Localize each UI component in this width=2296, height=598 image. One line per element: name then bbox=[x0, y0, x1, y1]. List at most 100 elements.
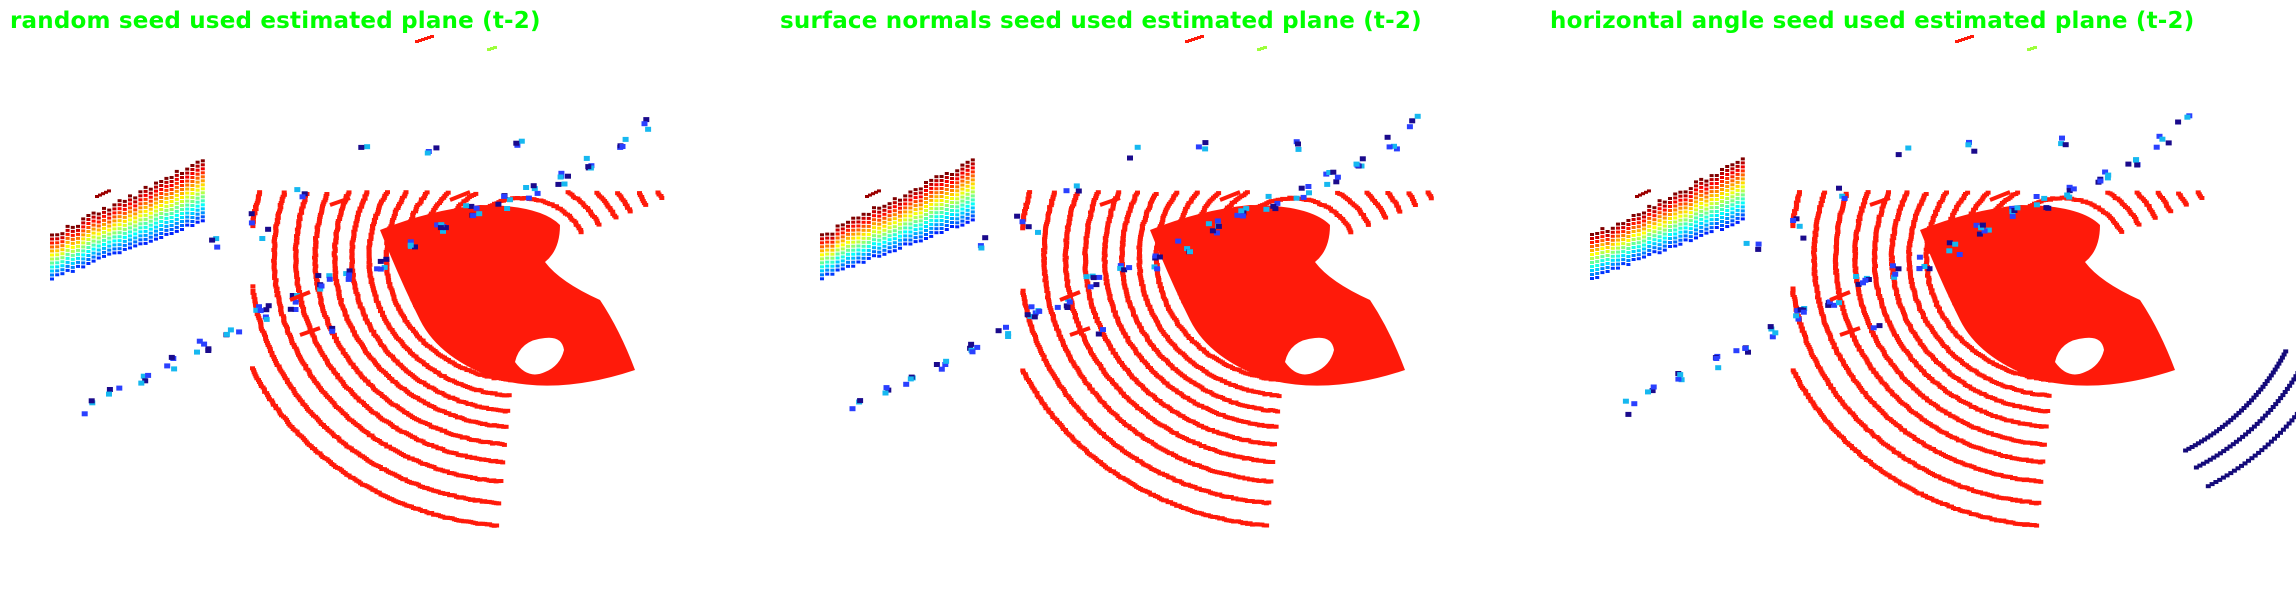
point bbox=[122, 235, 127, 239]
point bbox=[332, 264, 338, 269]
point bbox=[86, 254, 91, 257]
point bbox=[1022, 301, 1028, 306]
point bbox=[934, 219, 939, 223]
point bbox=[1102, 262, 1108, 266]
point bbox=[1104, 229, 1110, 234]
point bbox=[190, 180, 195, 183]
point bbox=[970, 182, 975, 186]
point bbox=[887, 250, 892, 254]
point bbox=[200, 191, 205, 195]
point bbox=[1020, 215, 1026, 220]
point bbox=[76, 256, 80, 260]
point bbox=[968, 341, 975, 347]
point bbox=[1156, 275, 1161, 280]
point bbox=[295, 232, 301, 236]
point bbox=[929, 186, 934, 190]
point bbox=[944, 176, 949, 179]
point bbox=[185, 223, 190, 227]
point bbox=[190, 212, 195, 215]
point bbox=[254, 312, 260, 317]
point bbox=[1064, 236, 1070, 241]
point bbox=[557, 174, 564, 180]
point bbox=[1197, 36, 1201, 39]
point bbox=[200, 199, 205, 203]
point bbox=[866, 256, 871, 260]
point bbox=[302, 313, 308, 318]
point bbox=[281, 320, 287, 325]
point bbox=[91, 243, 96, 247]
point bbox=[851, 252, 856, 256]
point bbox=[250, 284, 256, 289]
point bbox=[180, 180, 184, 183]
point bbox=[270, 400, 276, 405]
point bbox=[1045, 213, 1051, 218]
point bbox=[1063, 249, 1069, 254]
point bbox=[138, 210, 143, 214]
point bbox=[1233, 400, 1239, 405]
point bbox=[96, 244, 101, 248]
point bbox=[1068, 212, 1074, 217]
point bbox=[138, 238, 143, 242]
point bbox=[322, 313, 328, 318]
point bbox=[1064, 244, 1069, 249]
point bbox=[851, 236, 856, 240]
point bbox=[298, 208, 304, 213]
point bbox=[924, 217, 928, 220]
point bbox=[169, 224, 174, 227]
point bbox=[355, 298, 361, 303]
point bbox=[263, 307, 270, 313]
point bbox=[1124, 217, 1130, 221]
point bbox=[1183, 506, 1189, 511]
point bbox=[333, 274, 339, 279]
point bbox=[335, 285, 341, 290]
point bbox=[293, 268, 299, 273]
point bbox=[882, 248, 887, 252]
point bbox=[939, 231, 944, 234]
point bbox=[253, 307, 260, 313]
point bbox=[413, 209, 419, 214]
point bbox=[271, 263, 277, 268]
point bbox=[825, 264, 830, 268]
point bbox=[265, 343, 271, 347]
point bbox=[493, 46, 497, 49]
point bbox=[918, 239, 923, 243]
point bbox=[1137, 271, 1143, 276]
point bbox=[1024, 205, 1030, 209]
point bbox=[355, 296, 361, 301]
point bbox=[300, 309, 306, 314]
point bbox=[318, 296, 324, 301]
panel-random-seed: random seed used estimated plane (t-2) bbox=[0, 0, 765, 598]
point bbox=[1137, 249, 1142, 254]
point bbox=[955, 221, 960, 225]
point bbox=[934, 207, 939, 211]
point bbox=[856, 244, 861, 248]
point bbox=[273, 278, 279, 283]
point bbox=[1137, 254, 1143, 259]
point bbox=[1393, 201, 1399, 206]
point bbox=[367, 243, 373, 248]
point bbox=[872, 214, 876, 218]
point bbox=[169, 196, 174, 199]
point bbox=[387, 284, 393, 289]
point bbox=[1084, 283, 1090, 288]
point bbox=[1173, 431, 1179, 436]
point bbox=[450, 395, 456, 400]
point bbox=[939, 199, 944, 202]
point bbox=[271, 239, 277, 244]
point bbox=[1185, 482, 1191, 487]
point bbox=[200, 175, 205, 179]
point bbox=[382, 467, 387, 472]
point bbox=[384, 269, 390, 274]
point bbox=[81, 249, 86, 253]
point bbox=[622, 136, 629, 142]
point bbox=[1064, 229, 1070, 234]
point bbox=[1098, 366, 1104, 371]
point bbox=[70, 261, 75, 265]
point bbox=[263, 339, 269, 343]
point bbox=[351, 234, 357, 238]
point bbox=[297, 217, 303, 222]
point bbox=[159, 184, 164, 187]
point bbox=[924, 221, 928, 224]
point bbox=[960, 175, 965, 179]
point bbox=[91, 215, 96, 219]
